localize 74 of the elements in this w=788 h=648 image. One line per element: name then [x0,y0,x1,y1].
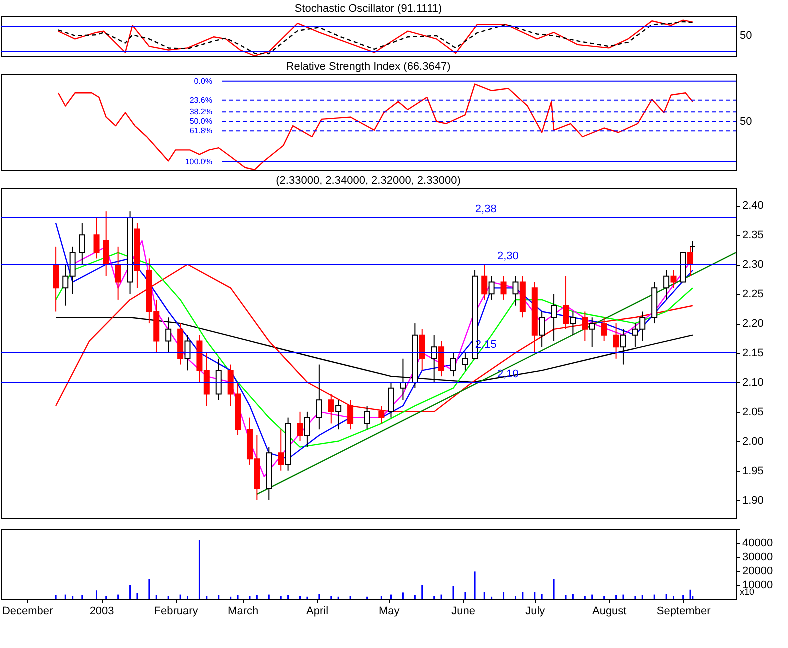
candlestick [278,429,284,472]
candlestick [53,246,60,312]
y-tick-label: 2.00 [742,436,764,448]
ref-line-label: 2,38 [475,203,497,216]
x-tick-label: July [526,606,546,618]
candlestick [450,352,456,378]
text: 61.8% [190,126,212,136]
text: 38.2% [190,108,212,117]
candlestick [94,216,100,260]
chart-title: Stochastic Oscillator (91.1111) [294,3,442,15]
y-tick-label: 1.90 [742,494,764,507]
line-series [55,252,694,448]
candlestick [184,334,191,372]
candlestick [304,411,310,448]
candlestick [620,328,626,366]
y-tick-label: 2.15 [742,348,764,360]
candlestick [570,311,576,336]
candlestick [688,246,694,277]
y-tick-label: 1.95 [742,465,764,478]
y-tick-label: 2.05 [742,406,764,418]
candlestick [500,276,507,300]
candlestick [601,317,608,342]
text: 0.0% [194,76,212,86]
candlestick [482,264,488,300]
candlestick [462,352,468,372]
candlestick [103,211,110,277]
candlestick [297,411,304,442]
x-tick-label: September [656,606,712,618]
candlestick [115,246,122,300]
x-tick-label: May [378,606,400,618]
text: 100.0% [185,157,212,166]
candlestick [670,270,677,289]
candlestick [216,358,222,401]
candlestick [582,311,588,342]
candlestick [664,270,670,300]
y-tick-label: 20000 [742,566,774,578]
chart-title: (2.33000, 2.34000, 2.32000, 2.33000) [276,175,461,187]
text: 50.0% [190,117,212,126]
candlestick [563,276,570,330]
candlestick [589,317,596,348]
candlestick [364,406,370,430]
candlestick [419,328,426,372]
text: 50 [740,30,752,42]
text: 50 [740,116,752,128]
x-tick-label: June [452,606,476,618]
candlestick [336,400,342,430]
y-tick-label: 2.10 [742,376,764,389]
y-tick-label: 2.30 [742,259,764,272]
y-tick-label: 2.35 [742,230,764,242]
candlestick [316,364,322,430]
y-tick-label: 40000 [742,538,774,550]
x-tick-label: August [592,606,627,618]
candlestick [690,240,696,254]
y-tick-label: 2.25 [742,288,764,301]
candlestick [539,311,546,348]
candlestick [613,323,620,360]
y-tick-label: 30000 [742,552,774,564]
x-tick-label: March [228,606,259,618]
candlestick [79,222,86,266]
chart-title: Relative Strength Index (66.3647) [286,61,451,73]
y-tick-label: 2.40 [742,200,764,212]
candlestick [551,294,558,342]
text: 23.6% [190,96,212,105]
y-tick-label: 2.20 [742,318,764,330]
candlestick [512,276,519,306]
x-tick-label: December [2,606,54,618]
x-tick-label: February [154,606,199,618]
ref-line-label: 2,30 [497,250,519,263]
x-tick-label: 2003 [90,606,114,618]
x-tick-label: April [306,606,329,618]
text: x10 [740,587,755,597]
candlestick [388,382,394,418]
candlestick [438,340,445,378]
candlestick [488,276,495,300]
